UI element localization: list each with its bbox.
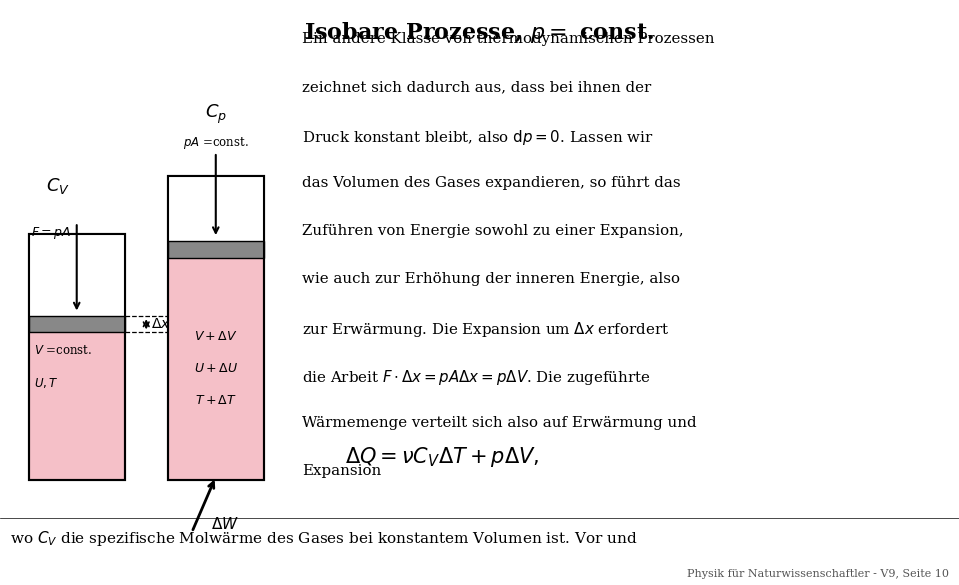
Text: $F = pA$: $F = pA$ — [31, 225, 71, 241]
Text: zur Erwärmung. Die Expansion um $\Delta x$ erfordert: zur Erwärmung. Die Expansion um $\Delta … — [302, 320, 669, 339]
Text: $U + \Delta U$: $U + \Delta U$ — [194, 362, 238, 375]
Bar — [29, 234, 125, 316]
Bar — [29, 316, 125, 332]
Text: $\Delta x$: $\Delta x$ — [152, 317, 171, 331]
Text: die Arbeit $F \cdot \Delta x = pA\Delta x = p\Delta V$. Die zugeführte: die Arbeit $F \cdot \Delta x = pA\Delta … — [302, 368, 650, 387]
Text: wie auch zur Erhöhung der inneren Energie, also: wie auch zur Erhöhung der inneren Energi… — [302, 272, 680, 286]
Text: $C_V$: $C_V$ — [46, 176, 69, 196]
Text: $U, T$: $U, T$ — [34, 376, 58, 390]
Bar — [29, 234, 125, 480]
Text: $V + \Delta V$: $V + \Delta V$ — [194, 330, 238, 343]
Text: $V$ =const.: $V$ =const. — [34, 344, 92, 357]
Text: Isobare Prozesse, $p = $ const.: Isobare Prozesse, $p = $ const. — [304, 20, 655, 46]
Text: Wärmemenge verteilt sich also auf Erwärmung und: Wärmemenge verteilt sich also auf Erwärm… — [302, 416, 696, 430]
Text: Physik für Naturwissenschaftler - V9, Seite 10: Physik für Naturwissenschaftler - V9, Se… — [688, 569, 949, 579]
Text: $T + \Delta T$: $T + \Delta T$ — [195, 394, 237, 407]
Text: $pA$ =const.: $pA$ =const. — [183, 135, 248, 151]
Text: $\Delta Q = \nu C_V \Delta T + p\Delta V,$: $\Delta Q = \nu C_V \Delta T + p\Delta V… — [345, 445, 540, 469]
Text: Ein andere Klasse von thermodynamischen Prozessen: Ein andere Klasse von thermodynamischen … — [302, 32, 714, 46]
Bar — [168, 176, 264, 241]
Bar — [168, 241, 264, 257]
Text: Expansion: Expansion — [302, 464, 382, 478]
Text: zeichnet sich dadurch aus, dass bei ihnen der: zeichnet sich dadurch aus, dass bei ihne… — [302, 80, 651, 94]
Text: $C_p$: $C_p$ — [205, 102, 226, 126]
Bar — [29, 234, 125, 480]
Text: das Volumen des Gases expandieren, so führt das: das Volumen des Gases expandieren, so fü… — [302, 176, 681, 190]
Text: Druck konstant bleibt, also $\mathrm{d}p = 0$. Lassen wir: Druck konstant bleibt, also $\mathrm{d}p… — [302, 128, 653, 147]
Bar — [168, 176, 264, 480]
Text: Zuführen von Energie sowohl zu einer Expansion,: Zuführen von Energie sowohl zu einer Exp… — [302, 224, 684, 238]
Text: $\Delta W$: $\Delta W$ — [211, 515, 239, 532]
Text: wo $C_V$ die spezifische Molwärme des Gases bei konstantem Volumen ist. Vor und: wo $C_V$ die spezifische Molwärme des Ga… — [10, 529, 637, 548]
Bar — [168, 176, 264, 480]
